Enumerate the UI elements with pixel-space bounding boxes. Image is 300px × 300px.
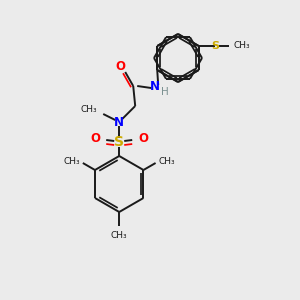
Text: O: O [138, 133, 148, 146]
Text: CH₃: CH₃ [63, 157, 80, 166]
Text: CH₃: CH₃ [111, 231, 128, 240]
Text: S: S [211, 41, 219, 51]
Text: S: S [114, 135, 124, 149]
Text: O: O [115, 61, 125, 74]
Text: H: H [161, 87, 169, 97]
Text: O: O [90, 133, 100, 146]
Text: N: N [150, 80, 160, 94]
Text: CH₃: CH₃ [159, 157, 175, 166]
Text: N: N [114, 116, 124, 128]
Text: CH₃: CH₃ [81, 104, 97, 113]
Text: CH₃: CH₃ [234, 40, 250, 50]
